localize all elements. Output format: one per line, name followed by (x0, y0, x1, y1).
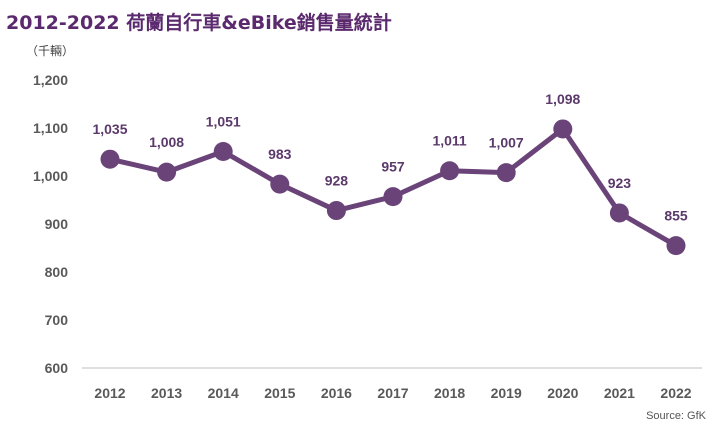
data-label: 1,011 (432, 133, 466, 149)
data-point (666, 236, 686, 256)
data-point (100, 149, 120, 169)
source-note: Source: GfK (646, 410, 706, 422)
x-tick-label: 2021 (604, 385, 635, 401)
y-axis-unit-label: （千輛） (26, 44, 75, 58)
data-point (440, 161, 460, 181)
y-axis-ticks: 600 700 800 900 1,000 1,100 1,200 (33, 72, 68, 376)
data-point (553, 119, 573, 139)
y-tick-label: 1,000 (33, 168, 68, 184)
y-tick-label: 800 (45, 264, 69, 280)
data-label: 1,051 (206, 114, 241, 130)
data-labels: 1,035 1,008 1,051 983 928 957 1,011 1,007 1,098 9… (92, 91, 687, 224)
data-label: 957 (381, 159, 405, 175)
data-label: 983 (268, 146, 292, 162)
data-point (609, 203, 629, 223)
x-tick-label: 2016 (321, 385, 352, 401)
data-points (100, 119, 686, 256)
data-point (496, 163, 516, 183)
y-tick-label: 900 (45, 216, 69, 232)
x-tick-label: 2013 (151, 385, 182, 401)
x-tick-label: 2020 (547, 385, 578, 401)
x-tick-label: 2022 (660, 385, 691, 401)
chart-title: 2012-2022 荷蘭自行車&eBike銷售量統計 (6, 12, 392, 34)
data-point (157, 162, 177, 182)
x-tick-label: 2012 (94, 385, 125, 401)
y-tick-label: 1,200 (33, 72, 68, 88)
data-point (326, 201, 346, 221)
y-tick-label: 600 (45, 360, 69, 376)
x-tick-label: 2015 (264, 385, 295, 401)
y-tick-label: 1,100 (33, 120, 68, 136)
x-tick-label: 2014 (208, 385, 239, 401)
x-axis-ticks: 2012 2013 2014 2015 2016 2017 2018 2019 2020 2021… (94, 385, 691, 401)
data-label: 923 (608, 175, 632, 191)
data-label: 1,098 (545, 91, 580, 107)
x-tick-label: 2017 (377, 385, 408, 401)
data-point (383, 187, 403, 207)
data-label: 1,035 (92, 121, 127, 137)
data-label: 1,007 (489, 135, 524, 151)
data-label: 928 (325, 173, 349, 189)
y-tick-label: 700 (45, 312, 69, 328)
x-tick-label: 2019 (491, 385, 522, 401)
data-point (270, 174, 290, 194)
x-tick-label: 2018 (434, 385, 465, 401)
data-point (213, 142, 233, 162)
data-label: 855 (664, 208, 688, 224)
data-label: 1,008 (149, 134, 184, 150)
